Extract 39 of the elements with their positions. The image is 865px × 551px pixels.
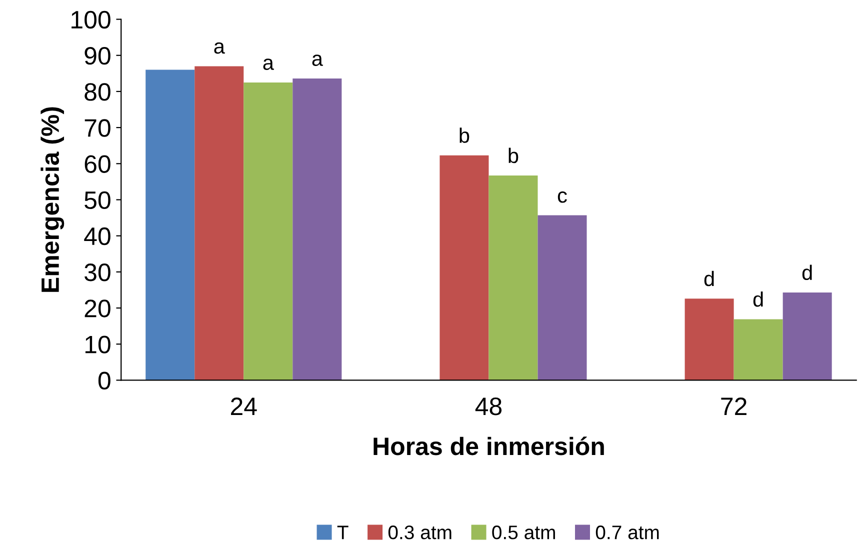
data-label: b [460,128,470,143]
y-tick-label: 30 [84,264,110,282]
legend-label: 0.3 atm [388,526,452,540]
bar [146,70,195,380]
y-tick-label: 90 [84,46,110,65]
legend-label: 0.7 atm [596,526,659,540]
bar [194,66,244,380]
bar [292,78,342,380]
x-tick-label: 24 [230,398,257,415]
bar [440,155,489,380]
legend-label: T [337,526,348,540]
bar [684,298,734,380]
y-tick-label: 40 [84,227,110,246]
bar [488,176,538,380]
legend-label: 0.5 atm [492,526,555,540]
x-axis-title: Horas de inmersión [374,436,604,456]
data-label: a [214,42,225,54]
y-axis-title: Emergencia (%) [40,107,64,292]
x-tick-label: 72 [721,398,746,415]
bar [244,82,293,380]
y-tick-label: 0 [98,372,110,390]
y-tick-label: 10 [85,336,110,354]
data-label: d [802,264,812,280]
x-tick-label: 48 [475,398,502,416]
data-label: b [508,148,518,164]
data-label: d [704,270,714,286]
bar [782,292,832,380]
data-label: d [753,291,763,307]
y-tick-label: 50 [84,191,110,210]
y-tick-label: 80 [84,83,110,101]
data-label: c [558,191,567,203]
y-tick-label: 100 [72,10,110,29]
data-label: a [312,54,323,66]
data-label: a [263,58,274,70]
y-tick-label: 20 [84,300,110,318]
y-tick-label: 70 [84,119,110,137]
y-tick-label: 60 [84,155,110,173]
bar [538,215,587,380]
bar [734,319,783,380]
